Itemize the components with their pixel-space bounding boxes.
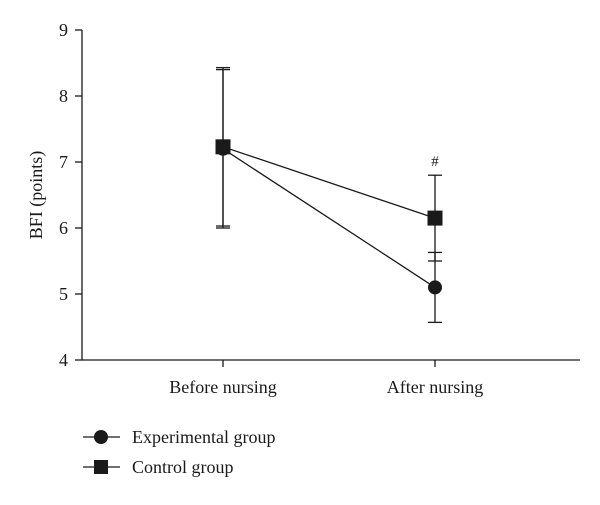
legend-label: Experimental group — [132, 427, 275, 447]
x-tick-label: After nursing — [387, 377, 483, 397]
y-axis-title: BFI (points) — [26, 151, 47, 240]
data-point-square — [215, 139, 231, 155]
legend-label: Control group — [132, 457, 234, 477]
x-tick-label: Before nursing — [169, 377, 276, 397]
legend-item: Control group — [83, 457, 234, 477]
data-point-circle — [428, 280, 442, 295]
legend-marker-square — [94, 460, 108, 474]
legend: Experimental group Control group — [83, 427, 275, 477]
y-tick-label: 8 — [59, 86, 68, 106]
y-tick-label: 5 — [59, 284, 68, 304]
y-tick-label: 4 — [59, 350, 68, 370]
series-line — [222, 146, 436, 219]
series-experimental — [216, 68, 442, 324]
series-control — [215, 66, 443, 262]
significance-annotation: # — [431, 154, 439, 170]
y-tick-label: 7 — [59, 152, 68, 172]
data-point-square — [427, 210, 443, 226]
y-tick-label: 6 — [59, 218, 68, 238]
axes: 4 5 6 7 8 9 Before nursing After nursing BFI (po… — [26, 20, 580, 397]
legend-item: Experimental group — [83, 427, 275, 447]
series-layer: # — [215, 66, 443, 324]
series-line — [222, 148, 436, 288]
y-tick-label: 9 — [59, 20, 68, 40]
legend-marker-circle — [94, 430, 108, 444]
